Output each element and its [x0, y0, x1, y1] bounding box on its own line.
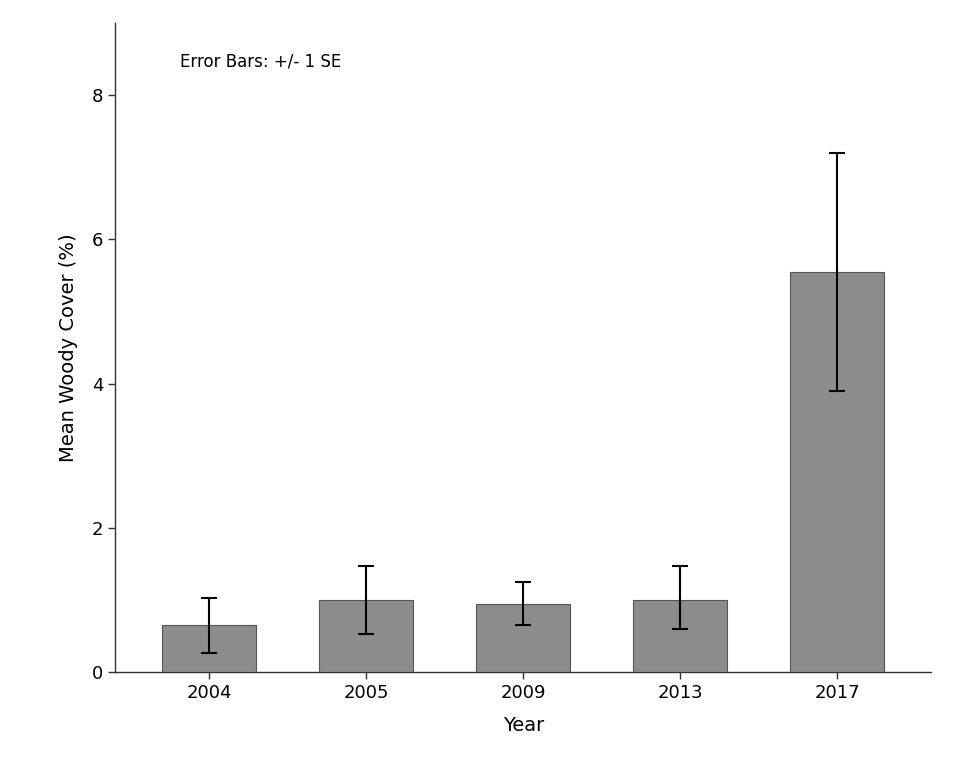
Bar [319, 601, 414, 672]
Y-axis label: Mean Woody Cover (%): Mean Woody Cover (%) [59, 233, 78, 462]
Bar [476, 604, 570, 672]
Bar [162, 626, 256, 672]
Text: Error Bars: +/- 1 SE: Error Bars: +/- 1 SE [180, 52, 342, 70]
X-axis label: Year: Year [503, 716, 543, 735]
Bar [633, 601, 728, 672]
Bar [790, 272, 884, 672]
